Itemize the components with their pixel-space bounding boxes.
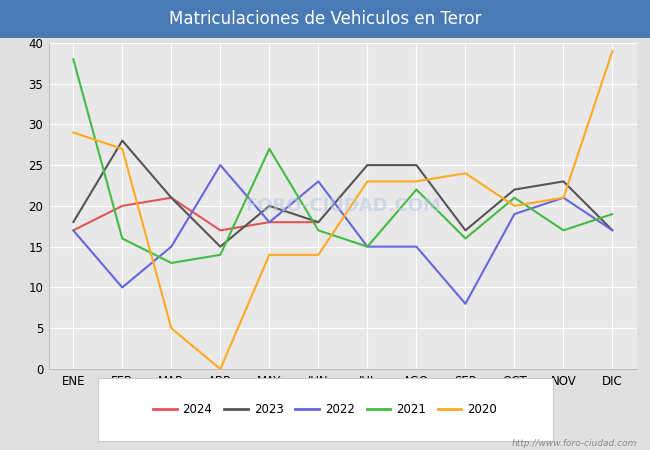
Text: FORO-CIUDAD.COM: FORO-CIUDAD.COM	[245, 197, 441, 215]
Text: Matriculaciones de Vehiculos en Teror: Matriculaciones de Vehiculos en Teror	[169, 10, 481, 28]
Legend: 2024, 2023, 2022, 2021, 2020: 2024, 2023, 2022, 2021, 2020	[148, 398, 502, 421]
Text: http://www.foro-ciudad.com: http://www.foro-ciudad.com	[512, 439, 637, 448]
